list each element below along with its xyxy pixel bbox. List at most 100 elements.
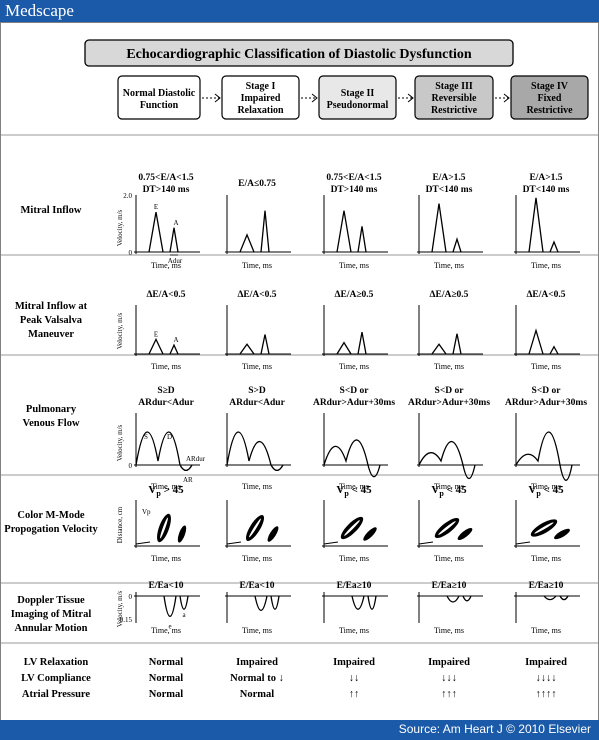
- cell-header: DT<140 ms: [523, 185, 570, 195]
- row-label: Maneuver: [28, 329, 74, 340]
- a-wave: [169, 343, 179, 355]
- summary-value: ↑↑↑: [441, 689, 457, 700]
- aa-wave: [270, 595, 280, 610]
- mmode-baseline: [135, 541, 151, 545]
- a-wave: [357, 331, 367, 355]
- y-tick-top: 2.0: [123, 192, 132, 200]
- tdi-cell-1: E/Ea<10 Time, ms Velocity, m/s 0 0.15 e a: [116, 581, 200, 635]
- mitral-inflow-cell-5: E/A>1.5 DT<140 ms Time, ms: [514, 173, 580, 270]
- mmode-baseline: [323, 541, 339, 545]
- x-axis-label: Time, ms: [151, 261, 181, 270]
- pulmonary-flow-trace: [515, 431, 573, 481]
- mmode-flow-highlight: [344, 520, 360, 536]
- mmode-baseline: [515, 541, 531, 545]
- summary-label: LV Compliance: [21, 673, 91, 684]
- e-wave: [431, 343, 447, 355]
- y-axis-label: Velocity, m/s: [116, 424, 124, 461]
- x-axis-label: Time, ms: [531, 261, 561, 270]
- ea-wave: [254, 595, 268, 612]
- zero-tick: 0: [129, 462, 133, 470]
- summary-table: LV Relaxation Normal Impaired Impaired Impai…: [21, 657, 567, 700]
- cell-header: E/A>1.5: [529, 173, 562, 183]
- ar-label: AR: [183, 476, 193, 484]
- aa-wave: [179, 595, 189, 610]
- cell-header: S≥D: [157, 386, 174, 396]
- summary-value: Normal: [149, 657, 183, 668]
- a-wave: [549, 240, 559, 253]
- y-axis-label: Velocity, m/s: [116, 590, 124, 627]
- title-box: [84, 39, 514, 67]
- cell-header: ARdur>Adur+30ms: [505, 398, 587, 408]
- x-axis-label: Time, ms: [242, 362, 272, 371]
- tdi-cell-4: E/Ea≥10 Time, ms: [417, 581, 483, 635]
- e-wave: [528, 197, 544, 253]
- pulmonary-cell-4: S<D or ARdur>Adur+30ms Time, ms: [408, 386, 490, 491]
- cell-header: ARdur<Adur: [229, 398, 285, 408]
- stage-box-rect: [117, 75, 201, 120]
- cell-header: E/Ea≥10: [432, 581, 467, 591]
- summary-value: Impaired: [525, 657, 567, 668]
- mmode-cell-2: Time, ms: [225, 500, 291, 563]
- mmode-baseline: [226, 541, 242, 545]
- stage-label: Pseudonormal: [327, 100, 389, 111]
- stage-label: Restrictive: [526, 105, 573, 116]
- summary-value: ↓↓↓↓: [536, 673, 557, 684]
- mitral-inflow-cell-4: E/A>1.5 DT<140 ms Time, ms: [417, 173, 483, 270]
- e-wave: [431, 203, 447, 253]
- mmode-flow-highlight: [160, 517, 168, 539]
- y-axis-label: Velocity, m/s: [116, 312, 124, 349]
- stage-label: Relaxation: [237, 105, 284, 116]
- aa-wave: [559, 595, 569, 601]
- x-axis-label: Time, ms: [242, 554, 272, 563]
- summary-value: ↑↑: [349, 689, 360, 700]
- x-axis-label: Time, ms: [434, 261, 464, 270]
- valsalva-cell-1: ΔE/A<0.5 Time, ms Velocity, m/s E A: [116, 290, 200, 371]
- cell-header: E/A>1.5: [432, 173, 465, 183]
- a-wave: [452, 333, 462, 355]
- vp-header: Vp < 45: [336, 484, 372, 498]
- valsalva-cell-3: ΔE/A≥0.5 Time, ms: [322, 290, 388, 371]
- summary-value: Normal: [149, 673, 183, 684]
- mmode-flow-2: [267, 526, 279, 542]
- pulmonary-cell-3: S<D or ARdur>Adur+30ms Time, ms: [313, 386, 395, 491]
- aa-wave: [462, 595, 472, 602]
- vp-header: Vp < 45: [528, 484, 564, 498]
- x-axis-label: Time, ms: [242, 626, 272, 635]
- row-label: Mitral Inflow: [21, 205, 82, 216]
- a-label: A: [173, 336, 178, 344]
- cell-header: E/Ea≥10: [529, 581, 564, 591]
- summary-label: LV Relaxation: [24, 657, 89, 668]
- a-wave: [169, 227, 179, 253]
- e-wave: [148, 337, 164, 355]
- cell-header: DT>140 ms: [331, 185, 378, 195]
- x-axis-label: Time, ms: [151, 554, 181, 563]
- row-label: Annular Motion: [14, 623, 87, 634]
- valsalva-cell-5: ΔE/A<0.5 Time, ms: [514, 290, 580, 371]
- cell-header: E/Ea<10: [149, 581, 184, 591]
- stage-arrowhead: [407, 93, 414, 103]
- vp-header: Vp > 45: [148, 484, 184, 498]
- x-axis-label: Time, ms: [434, 626, 464, 635]
- a-wave: [260, 334, 270, 355]
- tdi-cell-2: E/Ea<10 Time, ms: [225, 581, 291, 635]
- vp-header: Vp < 45: [431, 484, 467, 498]
- summary-row-2: LV Compliance Normal Normal to ↓ ↓↓ ↓↓↓ ↓↓↓↓: [21, 673, 556, 684]
- a-wave: [260, 210, 270, 253]
- x-axis-label: Time, ms: [151, 626, 181, 635]
- y-tick-bottom: 0: [129, 249, 133, 257]
- row-label: Propogation Velocity: [4, 524, 98, 535]
- mitral-inflow-cell-3: 0.75<E/A<1.5 DT>140 ms Time, ms: [322, 173, 388, 270]
- stage-label: Reversible: [432, 93, 478, 104]
- e-wave: [336, 341, 352, 355]
- e-wave: [239, 233, 255, 253]
- pulmonary-cell-2: S>D ARdur<Adur Time, ms: [225, 386, 291, 491]
- x-axis-label: Time, ms: [434, 362, 464, 371]
- stage-arrowhead: [503, 93, 510, 103]
- row-label: Doppler Tissue: [17, 595, 85, 606]
- cell-header: ARdur>Adur+30ms: [408, 398, 490, 408]
- cell-header: 0.75<E/A<1.5: [138, 173, 193, 183]
